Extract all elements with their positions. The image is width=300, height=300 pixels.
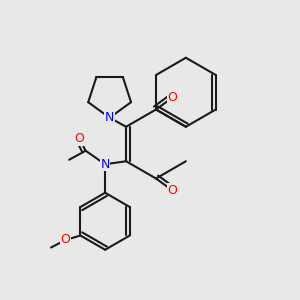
Text: N: N (105, 111, 114, 124)
Text: O: O (61, 233, 70, 247)
Text: O: O (75, 132, 85, 145)
Text: O: O (168, 91, 177, 104)
Text: N: N (100, 158, 110, 171)
Text: O: O (168, 184, 177, 197)
